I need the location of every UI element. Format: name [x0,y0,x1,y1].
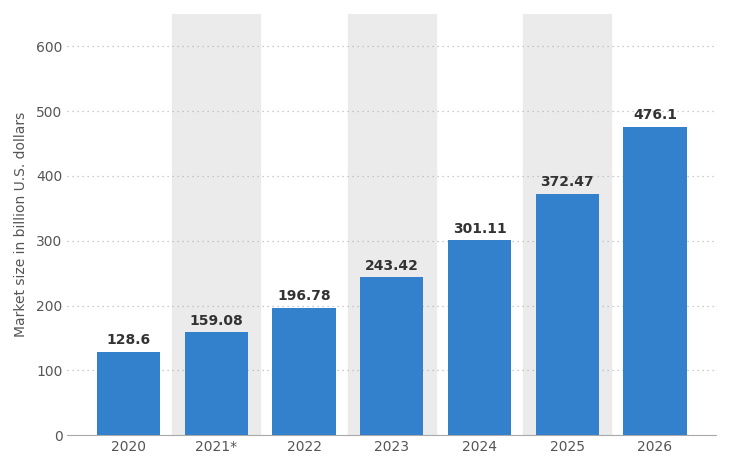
Bar [348,14,436,435]
Bar [272,307,336,435]
Bar [97,352,160,435]
Text: 476.1: 476.1 [633,108,677,122]
Text: 128.6: 128.6 [107,333,150,347]
Y-axis label: Market size in billion U.S. dollars: Market size in billion U.S. dollars [14,112,28,337]
Bar [185,332,248,435]
Bar [448,240,511,435]
Bar [360,278,423,435]
Text: 372.47: 372.47 [540,175,594,189]
Text: 301.11: 301.11 [453,221,507,235]
Text: 159.08: 159.08 [189,314,243,328]
Text: 243.42: 243.42 [365,259,419,273]
Bar [172,14,260,435]
Text: 196.78: 196.78 [277,289,331,303]
Bar [623,127,687,435]
Bar [536,194,599,435]
Bar [523,14,611,435]
